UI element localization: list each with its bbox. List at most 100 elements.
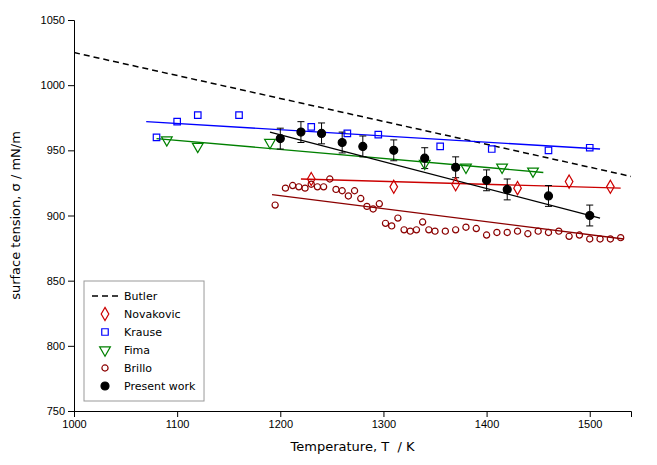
- point: [321, 184, 327, 190]
- point: [426, 227, 432, 233]
- point: [265, 139, 276, 148]
- legend-symbol: [100, 347, 111, 356]
- point: [597, 236, 603, 242]
- trend-line: [270, 132, 600, 218]
- trend-line: [146, 122, 600, 149]
- point: [236, 112, 242, 118]
- error-bar: [504, 179, 511, 200]
- point: [344, 130, 350, 136]
- tick-label: 1050: [41, 14, 65, 26]
- y-axis: 750 800 850 900 950 1000 1050: [41, 14, 75, 417]
- error-bar: [277, 128, 284, 149]
- legend-label: Brillo: [124, 362, 152, 375]
- error-bar: [483, 170, 490, 191]
- legend-frame: [84, 281, 204, 401]
- point: [504, 229, 510, 235]
- point: [514, 228, 520, 234]
- point: [358, 195, 364, 201]
- chart-svg: 1000110012001300140015007508008509009501…: [0, 0, 657, 465]
- point: [192, 143, 203, 152]
- point: [390, 180, 398, 193]
- chart-container: 1000110012001300140015007508008509009501…: [0, 0, 657, 465]
- tick: 950: [47, 144, 74, 156]
- point: [333, 186, 339, 192]
- tick-label: 900: [47, 210, 65, 222]
- tick-label: 800: [47, 340, 65, 352]
- error-bar: [359, 136, 366, 157]
- point: [351, 188, 357, 194]
- point: [308, 181, 314, 187]
- tick: 1100: [166, 411, 190, 430]
- point: [484, 232, 490, 238]
- legend-label: Fima: [124, 344, 150, 357]
- y-axis-title: surface tension, σ / mN/m: [8, 131, 23, 300]
- legend-label: Krause: [124, 326, 162, 339]
- x-axis-title: Temperature, T / K: [290, 439, 415, 454]
- point: [276, 135, 284, 143]
- x-axis-line: [75, 412, 632, 418]
- point: [483, 176, 491, 184]
- point: [587, 236, 593, 242]
- point: [345, 193, 351, 199]
- point: [282, 185, 288, 191]
- point: [401, 227, 407, 233]
- tick: 1300: [372, 411, 396, 430]
- legend-items: ButlerNovakovicKrauseFimaBrilloPresent w…: [92, 290, 196, 393]
- y-axis-line: [68, 21, 75, 412]
- point: [586, 212, 594, 220]
- tick-mark: [177, 411, 178, 417]
- tick-label: 1100: [166, 418, 190, 430]
- point: [473, 225, 479, 231]
- point: [618, 235, 624, 241]
- lines: [74, 53, 631, 239]
- point: [370, 206, 376, 212]
- point: [174, 118, 180, 124]
- point: [308, 124, 314, 130]
- point: [607, 180, 615, 193]
- tick-mark: [68, 150, 74, 151]
- point: [153, 134, 159, 140]
- point: [339, 188, 345, 194]
- tick-mark: [68, 281, 74, 282]
- point: [528, 168, 539, 177]
- x-axis: 100011001200130014001500: [62, 411, 631, 430]
- point: [420, 219, 426, 225]
- point: [525, 231, 531, 237]
- tick-label: 1300: [372, 418, 396, 430]
- legend-label: Butler: [124, 290, 158, 303]
- point: [390, 146, 398, 154]
- tick-mark: [590, 411, 591, 417]
- point: [452, 178, 460, 191]
- point: [437, 143, 443, 149]
- tick-mark: [68, 20, 74, 21]
- tick-mark: [68, 346, 74, 347]
- legend-label: Novakovic: [124, 308, 181, 321]
- tick: 1050: [41, 14, 74, 26]
- legend-symbol: [101, 382, 109, 390]
- point: [461, 164, 472, 173]
- plot-area: [74, 53, 631, 242]
- error-bar: [586, 205, 593, 226]
- point: [376, 201, 382, 207]
- error-bars: [277, 122, 593, 226]
- point: [566, 233, 572, 239]
- error-bar: [297, 122, 304, 143]
- point: [453, 227, 459, 233]
- point: [556, 228, 562, 234]
- point: [576, 232, 582, 238]
- point: [442, 228, 448, 234]
- tick-mark: [280, 411, 281, 417]
- tick: 1000: [41, 79, 74, 91]
- point: [318, 129, 326, 137]
- point: [494, 229, 500, 235]
- tick: 900: [47, 210, 74, 222]
- tick-label: 1000: [41, 79, 65, 91]
- tick-label: 850: [47, 275, 65, 287]
- point: [432, 228, 438, 234]
- trend-line: [157, 139, 544, 173]
- point: [338, 139, 346, 147]
- point: [195, 112, 201, 118]
- legend-item: Krause: [102, 326, 162, 339]
- tick: 1400: [475, 411, 499, 430]
- tick-label: 750: [47, 405, 65, 417]
